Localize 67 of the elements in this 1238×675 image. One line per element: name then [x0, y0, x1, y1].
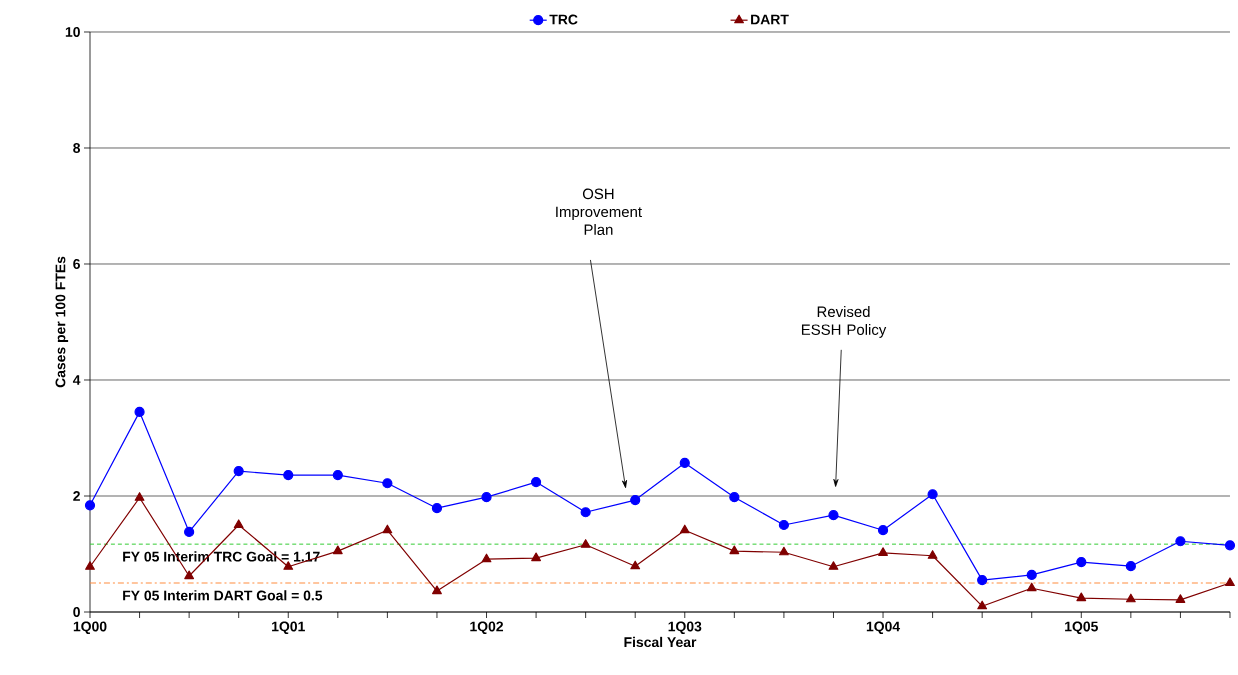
x-tick-label: 1Q03: [668, 621, 702, 635]
legend-label: DART: [751, 14, 789, 25]
point: [382, 478, 393, 489]
point: [1076, 557, 1087, 568]
point: [1026, 582, 1037, 592]
point: [630, 560, 641, 570]
point: [332, 545, 343, 555]
point: [283, 470, 294, 481]
point: [630, 494, 641, 506]
point: [134, 492, 145, 501]
point: [729, 492, 740, 503]
point: [1125, 593, 1136, 603]
point: [531, 552, 542, 562]
x-tick-label: 1Q02: [470, 621, 504, 635]
point: [679, 457, 690, 469]
point: [877, 525, 889, 536]
annotation: Revised ESSH Policy: [801, 306, 887, 338]
point: [85, 561, 95, 570]
x-axis-title: Fiscal Year: [624, 636, 697, 648]
legend-label: TRC: [549, 14, 578, 25]
x-tick-label: 1Q05: [1065, 621, 1098, 635]
point: [1175, 536, 1186, 547]
ref-line-label: FY 05 Interim DART Goal = 0.5: [123, 590, 323, 601]
point: [927, 489, 938, 500]
point: [184, 526, 195, 538]
point: [481, 553, 492, 563]
point: [1026, 569, 1037, 580]
point: [431, 503, 443, 514]
y-tick-label: 8: [73, 143, 81, 153]
point: [1175, 594, 1186, 603]
point: [1224, 540, 1236, 551]
point: [977, 600, 988, 610]
point: [233, 519, 244, 529]
point: [134, 406, 145, 417]
point: [432, 585, 442, 595]
point: [382, 524, 393, 534]
point: [1225, 577, 1235, 587]
y-tick-label: 2: [73, 491, 80, 501]
x-tick-label: 1Q04: [866, 621, 901, 635]
point: [580, 507, 591, 518]
point: [679, 524, 690, 534]
point: [332, 470, 343, 481]
point: [729, 545, 740, 555]
point: [283, 561, 294, 570]
y-axis-title: Cases per 100 FTEs: [55, 256, 69, 388]
point: [184, 570, 195, 580]
point: [927, 550, 938, 559]
point: [233, 465, 244, 477]
point: [778, 546, 789, 556]
point: [84, 500, 96, 511]
point: [1125, 561, 1136, 572]
point: [778, 519, 790, 531]
x-tick-label: 1Q01: [272, 621, 305, 635]
point: [878, 547, 888, 556]
x-tick-label: 1Q00: [73, 621, 107, 635]
y-tick-label: 6: [73, 259, 80, 269]
y-tick-label: 0: [73, 607, 80, 617]
point: [580, 539, 591, 548]
point: [481, 492, 492, 503]
y-tick-label: 10: [65, 27, 80, 37]
annotation: OSH Improvement Plan: [556, 188, 642, 236]
y-tick-label: 4: [72, 375, 81, 385]
point: [828, 561, 839, 570]
point: [1076, 592, 1087, 602]
point: [530, 476, 542, 488]
point: [977, 575, 988, 586]
point: [828, 510, 839, 521]
